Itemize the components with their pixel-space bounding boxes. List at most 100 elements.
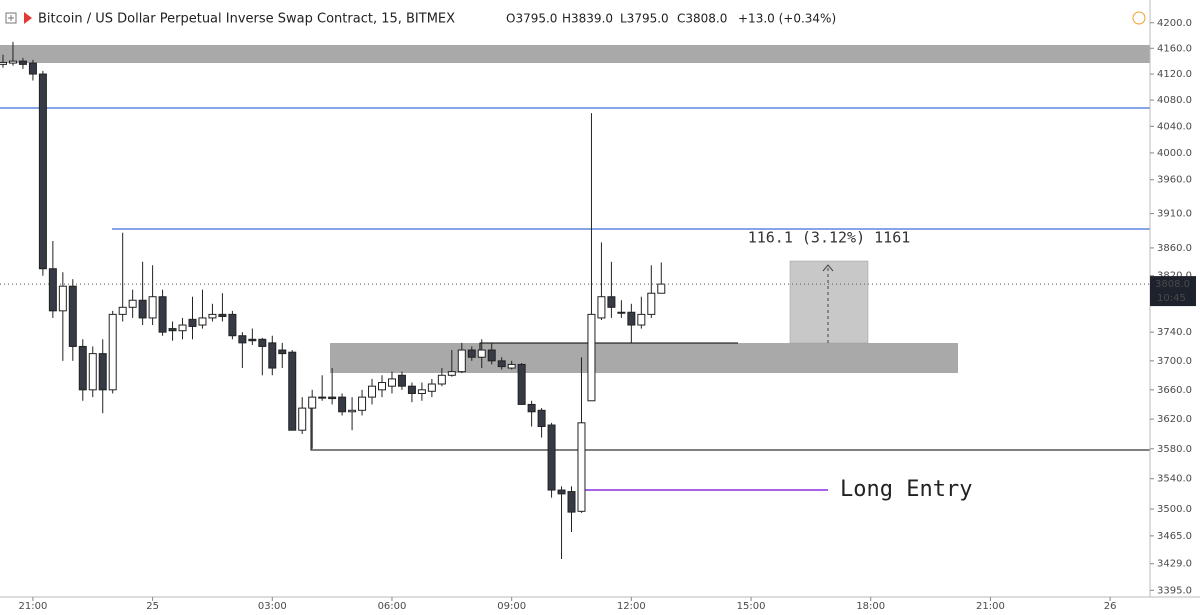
- candle-body: [368, 385, 377, 398]
- candle-body: [298, 407, 307, 431]
- ohlc-low: L3795.0: [620, 12, 669, 26]
- candle-body: [178, 324, 187, 332]
- candle-body: [647, 292, 656, 315]
- y-tick-label: 3660.0: [1157, 385, 1192, 396]
- candle-body: [198, 317, 207, 326]
- x-tick-label: 21:00: [976, 601, 1005, 612]
- candle-body: [18, 60, 27, 65]
- candle-body: [238, 335, 247, 344]
- y-tick-label: 3860.0: [1157, 243, 1192, 254]
- y-tick-label: 4120.0: [1157, 69, 1192, 80]
- y-tick-label: 4000.0: [1157, 148, 1192, 159]
- y-tick-label: 4200.0: [1157, 18, 1192, 29]
- candle-body: [557, 489, 566, 495]
- candle-body: [587, 313, 596, 402]
- candle-body: [188, 318, 197, 327]
- candle-body: [517, 363, 526, 405]
- candle-body: [527, 403, 536, 413]
- candle-body: [8, 60, 17, 64]
- header-bg: [0, 8, 510, 30]
- x-tick-label: 18:00: [856, 601, 885, 612]
- ohlc-high: H3839.0: [562, 12, 613, 26]
- candle-body: [577, 422, 586, 512]
- candle-body: [547, 424, 556, 491]
- ohlc-open: O3795.0: [506, 12, 557, 26]
- candle-body: [407, 385, 416, 394]
- candle-body: [637, 313, 646, 326]
- measure-label: 116.1 (3.12%) 1161: [748, 229, 911, 247]
- y-tick-label: 3580.0: [1157, 444, 1192, 455]
- candle-body: [98, 353, 107, 391]
- candle-body: [617, 311, 626, 314]
- candle-body: [657, 283, 666, 294]
- candle-body: [0, 61, 7, 65]
- candle-body: [88, 353, 97, 391]
- symbol-title: Bitcoin / US Dollar Perpetual Inverse Sw…: [38, 12, 455, 27]
- candle-body: [288, 351, 297, 431]
- y-tick-label: 3620.0: [1157, 414, 1192, 425]
- last-price-label: 3808.0: [1155, 279, 1190, 290]
- candle-body: [68, 285, 77, 347]
- candle-body: [567, 491, 576, 513]
- candle-body: [427, 383, 436, 392]
- y-tick-label: 4080.0: [1157, 95, 1192, 106]
- candle-body: [158, 296, 167, 333]
- y-tick-label: 3700.0: [1157, 356, 1192, 367]
- candle-body: [497, 360, 506, 368]
- candle-body: [467, 349, 476, 358]
- y-tick-label: 3540.0: [1157, 474, 1192, 485]
- candle-body: [28, 62, 37, 75]
- y-tick-label: 3429.0: [1157, 559, 1192, 570]
- candle-body: [338, 396, 347, 413]
- x-tick-label: 26: [1104, 601, 1117, 612]
- y-tick-label: 3395.0: [1157, 585, 1192, 596]
- header: Bitcoin / US Dollar Perpetual Inverse Sw…: [0, 8, 1146, 30]
- x-tick-label: 03:00: [258, 601, 287, 612]
- annotation: Long Entry: [840, 477, 972, 502]
- collapse-icon: [8, 15, 14, 21]
- logo: [24, 12, 32, 24]
- candles: [0, 41, 1150, 560]
- zone: [330, 343, 958, 373]
- candle-body: [447, 371, 456, 376]
- x-tick-label: 15:00: [737, 601, 766, 612]
- candle-body: [607, 296, 616, 308]
- candle-body: [627, 311, 636, 326]
- candle-body: [228, 313, 237, 337]
- last-price-box: [1150, 276, 1196, 307]
- candle-body: [48, 268, 57, 312]
- candle-body: [358, 396, 367, 411]
- x-tick-label: 06:00: [378, 601, 407, 612]
- x-tick-label: 21:00: [19, 601, 48, 612]
- countdown-label: 10:45: [1157, 293, 1186, 304]
- candle-body: [258, 338, 267, 347]
- candle-body: [308, 396, 317, 409]
- x-tick-label: 12:00: [617, 601, 646, 612]
- alert-icon[interactable]: [1132, 11, 1146, 25]
- candle-body: [78, 345, 87, 391]
- x-tick-label: 25: [146, 601, 159, 612]
- candle-body: [218, 313, 227, 318]
- zone: [0, 45, 1150, 63]
- y-tick-label: 3960.0: [1157, 175, 1192, 186]
- y-tick-label: 3910.0: [1157, 209, 1192, 220]
- measure-box: [789, 260, 869, 344]
- candle-body: [378, 382, 387, 391]
- candle-body: [318, 396, 327, 399]
- candle-body: [38, 73, 47, 270]
- ohlc-change: +13.0 (+0.34%): [738, 12, 836, 26]
- ohlc-close: C3808.0: [677, 12, 727, 26]
- candle-body: [477, 349, 486, 358]
- y-tick-label: 3465.0: [1157, 531, 1192, 542]
- candle-body: [208, 313, 217, 319]
- y-tick-label: 3740.0: [1157, 327, 1192, 338]
- measure-arrow: [822, 264, 834, 272]
- candle-body: [417, 389, 426, 394]
- candle-body: [457, 349, 466, 373]
- candle-body: [148, 296, 157, 319]
- candle-body: [278, 349, 287, 355]
- candle-body: [597, 296, 606, 319]
- collapse-icon[interactable]: [5, 12, 17, 24]
- candle-body: [328, 396, 337, 400]
- drawings: 116.1 (3.12%) 1161 Long Entry: [0, 45, 1150, 502]
